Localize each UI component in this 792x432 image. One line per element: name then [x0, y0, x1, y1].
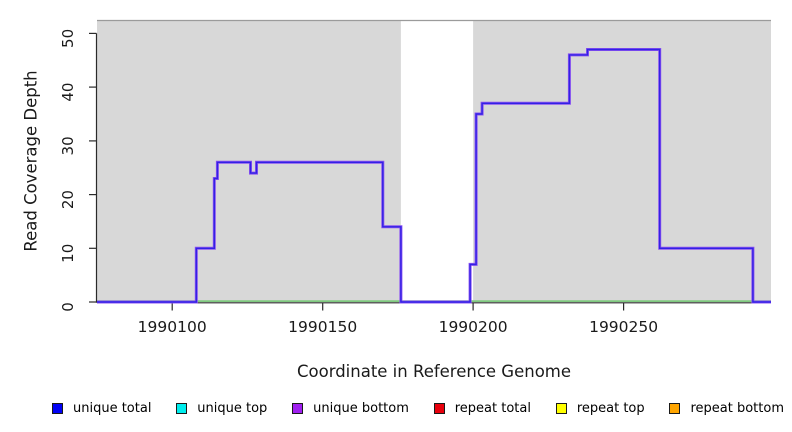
legend-item-unique-bottom: unique bottom — [292, 401, 409, 416]
x-tick-label: 1990250 — [589, 318, 658, 336]
legend-swatch-icon — [292, 402, 304, 414]
coverage-step-line-core — [97, 48, 771, 303]
legend-swatch-icon — [433, 402, 445, 414]
legend-swatch-icon — [52, 402, 63, 414]
legend-label: unique bottom — [313, 400, 409, 416]
x-axis-title: Coordinate in Reference Genome — [296, 362, 572, 381]
y-tick-label: 0 — [59, 302, 77, 312]
legend-label: repeat bottom — [690, 400, 784, 416]
legend-swatch-icon — [555, 402, 567, 414]
legend-label: unique top — [197, 400, 268, 416]
legend-label: repeat total — [454, 400, 531, 416]
legend-label: unique total — [73, 400, 152, 416]
legend-label: repeat top — [576, 400, 645, 416]
legend-item-repeat-total: repeat total — [433, 400, 531, 416]
x-tick-label: 1990200 — [439, 318, 508, 336]
y-tick-label: 40 — [59, 83, 77, 102]
y-axis-title: Read Coverage Depth — [21, 70, 41, 252]
legend-item-unique-top: unique top — [176, 401, 267, 416]
x-tick-label: 1990100 — [138, 318, 207, 336]
legend-swatch-icon — [176, 402, 188, 414]
y-tick-label: 50 — [59, 29, 77, 48]
uncovered-region — [400, 20, 474, 302]
legend: unique total unique top unique bottom repea… — [52, 397, 784, 419]
y-tick-label: 20 — [59, 190, 77, 209]
legend-item-repeat-bottom: repeat bottom — [669, 401, 784, 416]
y-tick-label: 10 — [59, 244, 77, 263]
x-tick-label: 1990150 — [288, 318, 357, 336]
legend-swatch-icon — [669, 402, 681, 414]
legend-item-repeat-top: repeat top — [555, 400, 645, 416]
y-tick-label: 30 — [59, 136, 77, 155]
legend-item-unique-total: unique total — [52, 401, 151, 416]
